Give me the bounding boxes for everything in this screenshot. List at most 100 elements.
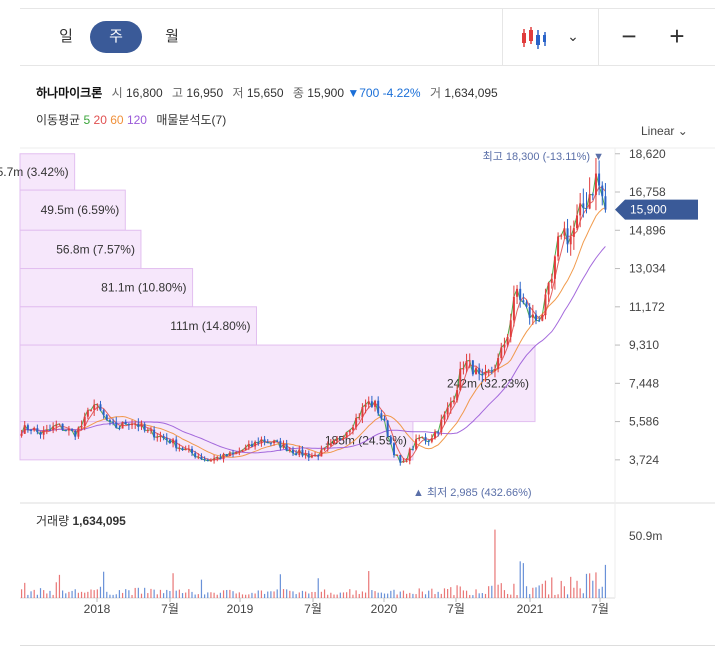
candle-body [500, 347, 503, 359]
volume-bar [535, 587, 537, 598]
candle-body [83, 416, 86, 426]
volume-bar [30, 591, 32, 598]
volume-tick-label: 50.9m [629, 529, 662, 543]
candlestick-icon[interactable] [514, 9, 554, 65]
candle-body [61, 423, 64, 431]
candle-body [48, 429, 51, 431]
candle-body [42, 430, 45, 435]
candle-body [124, 421, 127, 425]
volume-bar [147, 593, 149, 598]
candle-body [342, 437, 345, 440]
candle-body [285, 444, 288, 451]
candle-body [405, 460, 408, 462]
volume-bar [245, 594, 247, 598]
candle-body [594, 173, 597, 195]
volume-bar [178, 589, 180, 598]
volume-bar [71, 590, 73, 598]
candle-body [434, 431, 437, 439]
volume-bar [364, 592, 367, 598]
volume-bar [103, 571, 105, 598]
period-week-button[interactable]: 주 [90, 21, 142, 53]
time-tick-label: 2018 [84, 602, 111, 616]
candle-body [74, 430, 77, 437]
candle-body [531, 314, 534, 318]
volume-bar [232, 591, 234, 598]
volume-value: 1,634,095 [444, 86, 498, 100]
volume-bar [327, 594, 329, 598]
price-tick-label: 3,724 [629, 453, 659, 467]
candle-body [475, 368, 478, 375]
volume-bar [387, 593, 389, 598]
time-tick-label: 7월 [591, 602, 609, 616]
volume-bar [169, 590, 171, 598]
candle-body [93, 404, 96, 410]
moving-average-line [21, 207, 606, 458]
volume-bar [226, 589, 228, 598]
volume-bar [434, 594, 436, 598]
volume-bar [298, 592, 300, 598]
volume-bar [355, 590, 357, 598]
volume-legend-value: 1,634,095 [72, 514, 126, 528]
volume-bar [137, 587, 139, 598]
volume-bar [131, 595, 133, 598]
candle-body [159, 436, 162, 438]
candle-body [80, 425, 83, 428]
candle-body [399, 454, 402, 463]
volume-bar [166, 589, 168, 598]
candle-body [52, 426, 55, 430]
volume-bar [541, 583, 543, 598]
candle-body [333, 440, 336, 444]
volume-bar [469, 594, 471, 598]
toolbar-divider [502, 9, 503, 65]
volume-bar [216, 594, 218, 598]
volume-bar [532, 587, 534, 598]
price-tick-label: 11,172 [629, 300, 665, 314]
period-day-button[interactable]: 일 [59, 28, 73, 45]
candle-body [203, 458, 206, 460]
price-tick-label: 9,310 [629, 338, 659, 352]
chevron-down-icon[interactable]: ⌄ [567, 28, 579, 44]
candle-body [443, 414, 446, 420]
volume-bar [213, 592, 215, 598]
volume-bar [308, 593, 310, 598]
candle-body [225, 453, 228, 457]
candle-body [326, 445, 329, 448]
candle-body [392, 443, 395, 456]
stock-name: 하나마이크론 [36, 86, 103, 100]
period-month-button[interactable]: 월 [165, 28, 179, 45]
candle-body [377, 400, 380, 414]
volume-bar [450, 587, 452, 598]
volume-bar [263, 593, 266, 598]
plus-icon[interactable]: + [669, 21, 685, 51]
volume-bar [399, 591, 401, 598]
candle-body [591, 194, 594, 196]
volume-bar [219, 592, 222, 598]
close-price: 15,900 [307, 86, 344, 100]
volume-profile-label[interactable]: 매물분석도(7) [156, 113, 227, 127]
volume-bar [418, 588, 420, 598]
volume-bar [529, 594, 531, 598]
volume-bar [80, 591, 83, 598]
candle-body [99, 404, 102, 411]
candle-body [415, 439, 418, 450]
candle-body [291, 449, 294, 454]
candle-body [440, 419, 443, 432]
volume-bar [424, 594, 427, 598]
minus-icon[interactable]: − [621, 21, 637, 51]
volume-bar [421, 591, 423, 598]
candle-body [437, 431, 440, 433]
candle-body [446, 407, 449, 415]
high-price: 16,950 [186, 86, 224, 100]
candle-body [490, 370, 493, 372]
moving-average-legend: 이동평균 5 20 60 120 매물분석도(7) [36, 111, 226, 128]
candle-body [541, 315, 544, 321]
candle-body [576, 215, 579, 229]
candle-body [295, 453, 298, 456]
candle-body [386, 420, 389, 437]
candle-body [462, 368, 465, 370]
volume-bar [579, 588, 581, 598]
volume-bar [77, 592, 79, 598]
scale-selector[interactable]: Linear ⌄ [641, 124, 688, 138]
volume-bar [270, 591, 272, 598]
